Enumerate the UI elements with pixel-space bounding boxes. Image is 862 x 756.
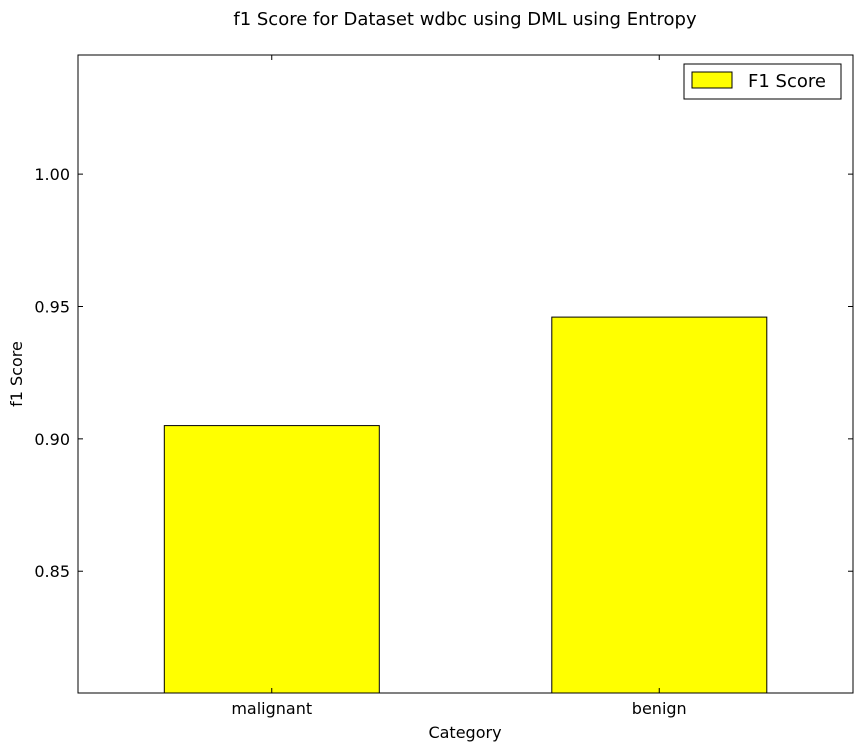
axes-layer: malignant benign 0.85 0.90 0.95 1.00 [34, 55, 853, 718]
x-tick-label: malignant [231, 699, 312, 718]
plot-frame [77, 54, 854, 694]
y-tick-label: 1.00 [34, 165, 70, 184]
y-axis-label: f1 Score [7, 341, 26, 407]
chart-title: f1 Score for Dataset wdbc using DML usin… [233, 9, 697, 30]
legend-swatch [691, 71, 733, 89]
x-axis-label: Category [428, 723, 501, 742]
bar-malignant [163, 425, 380, 694]
bar-benign [551, 316, 768, 694]
y-tick-label: 0.95 [34, 297, 70, 316]
legend-label: F1 Score [748, 71, 826, 92]
y-tick-label: 0.90 [34, 430, 70, 449]
y-tick-label: 0.85 [34, 562, 70, 581]
legend: F1 Score [683, 63, 842, 100]
bars-layer [163, 316, 768, 694]
x-tick-label: benign [632, 699, 687, 718]
